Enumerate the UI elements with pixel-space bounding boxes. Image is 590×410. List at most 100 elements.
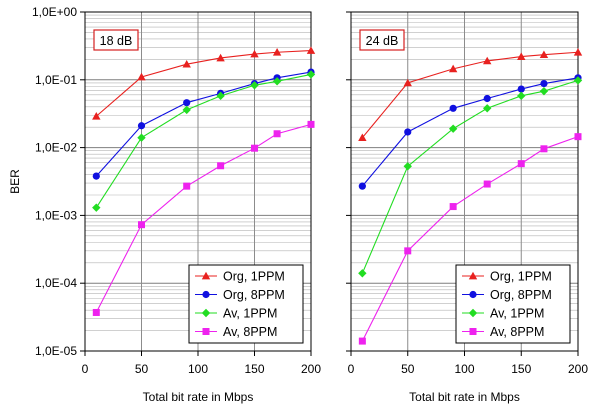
data-point	[92, 308, 100, 316]
x-tick-label: 50	[135, 362, 149, 376]
x-tick-label: 0	[348, 362, 355, 376]
data-point	[448, 124, 458, 133]
data-point	[573, 76, 583, 85]
series-org-8ppm	[358, 74, 582, 190]
x-tick-label: 100	[188, 362, 208, 376]
legend-item: Av, 1PPM	[195, 307, 277, 321]
x-axis-label: Total bit rate in Mbps	[143, 390, 254, 404]
legend-marker	[201, 271, 211, 280]
data-point	[403, 162, 412, 171]
legend-label: Av, 8PPM	[223, 325, 277, 339]
legend-item: Org, 1PPM	[462, 270, 552, 284]
data-point	[540, 145, 548, 153]
snr-annotation-box	[359, 29, 405, 51]
data-point	[92, 203, 101, 212]
data-point	[217, 162, 225, 170]
data-point	[182, 59, 191, 68]
x-tick-label: 150	[244, 362, 264, 376]
legend-item: Av, 8PPM	[195, 325, 277, 339]
data-point	[404, 128, 412, 136]
x-axis-label: Total bit rate in Mbps	[409, 390, 520, 404]
data-point	[137, 133, 146, 142]
legend-marker	[201, 308, 211, 318]
data-point	[483, 56, 492, 65]
data-point	[216, 91, 225, 101]
data-point	[137, 72, 146, 81]
legend-marker	[468, 271, 478, 280]
data-point	[540, 79, 548, 88]
data-point	[539, 86, 549, 96]
y-tick-label: 1,0E-05	[35, 344, 77, 358]
legend-item: Org, 1PPM	[195, 270, 285, 284]
y-tick-label: 1,0E-04	[35, 276, 77, 290]
legend-marker	[202, 328, 210, 335]
legend-item: Av, 1PPM	[462, 307, 544, 321]
data-point	[137, 122, 146, 130]
snr-annotation-label: 18 dB	[100, 34, 133, 48]
data-point	[307, 120, 315, 128]
data-point	[183, 99, 191, 107]
y-tick-label: 1,0E-03	[35, 208, 77, 222]
legend: Org, 1PPM Org, 8PPM Av, 1PPM Av, 8PPM	[188, 264, 304, 344]
legend-label: Org, 8PPM	[223, 288, 285, 302]
legend-label: Org, 1PPM	[223, 270, 285, 284]
legend-label: Org, 8PPM	[490, 288, 552, 302]
series-av-1ppm	[92, 70, 316, 212]
y-tick-label: 1,0E-02	[35, 141, 77, 155]
data-point	[92, 172, 100, 180]
data-point	[272, 48, 282, 56]
data-point	[216, 53, 225, 62]
data-point	[404, 247, 412, 255]
series-org-1ppm	[92, 46, 316, 120]
legend: Org, 1PPM Org, 8PPM Av, 1PPM Av, 8PPM	[455, 264, 571, 344]
data-point	[517, 91, 526, 101]
data-point	[250, 81, 259, 90]
data-point	[573, 48, 583, 56]
data-point	[250, 49, 259, 58]
data-point	[539, 50, 549, 59]
data-point	[182, 105, 191, 115]
series-av-8ppm	[358, 133, 582, 345]
data-point	[449, 203, 457, 211]
data-point	[358, 182, 366, 190]
series-org-1ppm	[358, 48, 583, 142]
x-tick-label: 200	[568, 362, 588, 376]
legend-marker	[468, 308, 478, 318]
series-av-1ppm	[358, 76, 583, 278]
data-point	[574, 133, 582, 141]
data-point	[517, 160, 525, 168]
legend-label: Av, 1PPM	[223, 307, 277, 321]
legend-marker	[469, 328, 477, 335]
data-point	[306, 46, 316, 54]
legend-marker	[202, 290, 210, 299]
panel-2: 0 50 100 150 200 Total bit rate in Mbps 24 dB O…	[346, 11, 588, 404]
snr-annotation-box	[93, 29, 139, 51]
data-point	[306, 70, 316, 79]
legend-item: Av, 8PPM	[462, 325, 544, 339]
data-point	[183, 182, 191, 190]
data-point	[517, 85, 525, 93]
data-point	[358, 133, 367, 142]
data-point	[251, 144, 258, 152]
y-axis-label: BER	[8, 169, 22, 194]
x-tick-label: 200	[301, 362, 321, 376]
x-tick-label: 150	[511, 362, 531, 376]
data-point	[92, 112, 101, 120]
legend-marker	[469, 290, 477, 299]
legend-label: Av, 8PPM	[490, 325, 544, 339]
x-tick-label: 50	[401, 362, 415, 376]
data-point	[272, 77, 282, 86]
data-point	[448, 64, 458, 73]
series-av-8ppm	[92, 120, 315, 316]
data-point	[358, 269, 367, 278]
data-point	[273, 130, 281, 138]
data-point	[483, 180, 491, 188]
data-point	[517, 52, 526, 60]
x-tick-label: 0	[82, 362, 89, 376]
y-tick-label: 1,0E+00	[32, 5, 77, 19]
legend-label: Av, 1PPM	[490, 307, 544, 321]
data-point	[483, 104, 492, 113]
panel-1: 0 50 100 150 200 1,0E-05 1,0E-04 1,0E-03 1,0E-02…	[8, 5, 321, 404]
data-point	[138, 221, 145, 229]
